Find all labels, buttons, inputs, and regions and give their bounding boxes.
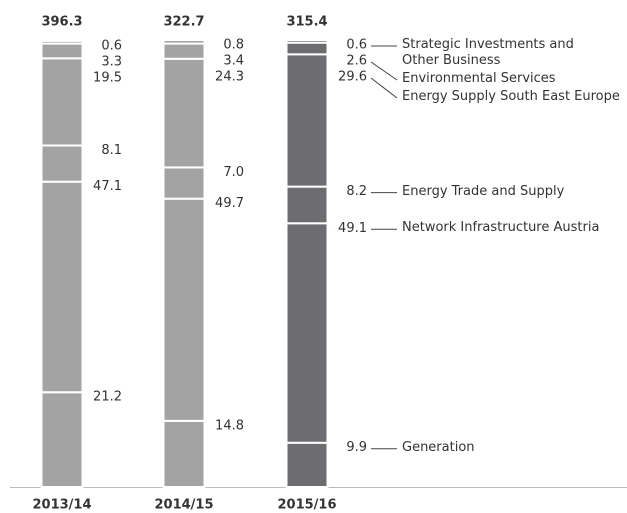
bar-segment: [40, 144, 84, 183]
value-label: 8.2: [346, 184, 367, 199]
bar-segment: [40, 180, 84, 394]
value-label: 49.7: [215, 196, 244, 211]
bar-segment: [40, 42, 84, 60]
value-label: 49.1: [338, 221, 367, 236]
bar-segment: [285, 185, 329, 225]
bar-segment: [162, 57, 206, 169]
value-label: 21.2: [93, 390, 122, 405]
bar-segment: [40, 39, 84, 45]
legend-connector: [370, 61, 398, 81]
value-label: 3.4: [223, 54, 244, 69]
value-label: 29.6: [338, 70, 367, 85]
bar-segment: [162, 166, 206, 200]
bar-segment: [40, 391, 84, 488]
total-label: 322.7: [163, 15, 204, 30]
value-label: 0.6: [346, 38, 367, 53]
value-label: 0.8: [223, 38, 244, 53]
bar-segment: [285, 441, 329, 489]
bar-segment: [162, 197, 206, 422]
legend-label: Strategic Investments and Other Business: [402, 37, 574, 68]
legend-connector: [370, 77, 398, 99]
value-label: 7.0: [223, 165, 244, 180]
total-label: 315.4: [286, 15, 327, 30]
x-tick-label: 2015/16: [277, 498, 336, 513]
legend-label: Generation: [402, 439, 475, 455]
bar-segment: [285, 222, 329, 444]
value-label: 14.8: [215, 418, 244, 433]
bar-segment: [285, 41, 329, 56]
bar-segment: [40, 57, 84, 147]
legend-label: Energy Supply South East Europe: [402, 89, 620, 104]
value-label: 47.1: [93, 179, 122, 194]
value-label: 24.3: [215, 70, 244, 85]
x-tick-label: 2013/14: [32, 498, 91, 513]
bar-segment: [162, 42, 206, 60]
value-label: 8.1: [101, 143, 122, 158]
total-label: 396.3: [41, 15, 82, 30]
value-label: 0.6: [101, 38, 122, 53]
bar-segment: [162, 39, 206, 45]
bar-segment: [285, 53, 329, 188]
value-label: 3.3: [101, 54, 122, 69]
x-tick-label: 2014/15: [154, 498, 213, 513]
value-label: 2.6: [346, 54, 367, 69]
bar-segment: [162, 419, 206, 488]
legend-label: Network Infrastructure Austria: [402, 220, 600, 236]
value-label: 9.9: [346, 440, 367, 455]
value-label: 19.5: [93, 70, 122, 85]
bar-segment: [285, 39, 329, 44]
legend-label: Environmental Services: [402, 71, 556, 86]
legend-label: Energy Trade and Supply: [402, 183, 565, 199]
